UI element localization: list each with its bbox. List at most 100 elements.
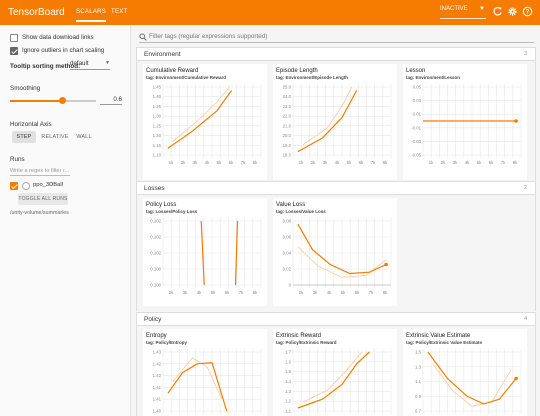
x-tick-label: 1k [429, 160, 434, 165]
svg-text:?: ? [526, 10, 530, 16]
x-tick-label: 5k [211, 290, 216, 295]
chart-title: Value Loss [276, 202, 306, 208]
chart-tag: tag: Losses/Policy Loss [146, 209, 198, 214]
smoothing-slider-thumb[interactable] [58, 97, 66, 104]
x-tick-label: 3k [313, 290, 318, 295]
section-header-environment[interactable]: Environment 3 [136, 47, 536, 61]
y-tick-label: 1.2 [285, 399, 292, 404]
ignore-outliers-label: Ignore outliers in chart scaling [22, 47, 105, 54]
raw-series-line [432, 363, 512, 407]
ignore-outliers-checkbox[interactable] [10, 47, 18, 55]
x-tick-label: 4k [205, 160, 210, 165]
chart-card-extrinsic-value-estimate: Extrinsic Value Estimate tag: Policy/Ext… [403, 329, 527, 416]
chart-card-cumulative-reward: Cumulative Reward tag: Environment/Cumul… [143, 64, 267, 191]
section-count: 2 [523, 185, 527, 191]
x-tick-label: 7k [371, 160, 376, 165]
chart-plot[interactable]: 1.5 1.3 1.1 0.9 0.7 [403, 345, 527, 416]
chart-card-policy-loss: Policy Loss tag: Losses/Policy Loss 0.10… [143, 198, 267, 321]
toggle-all-runs-button[interactable]: TOGGLE ALL RUNS [18, 193, 68, 205]
show-download-links-checkbox[interactable] [10, 34, 18, 42]
x-tick-label: 3k [323, 160, 328, 165]
runs-filter-input[interactable]: Write a regex to filter r... [10, 168, 70, 176]
section-header-policy[interactable]: Policy 4 [136, 312, 536, 326]
y-tick-label: 1.35 [153, 104, 162, 109]
inactive-select-value: INACTIVE [440, 6, 468, 12]
x-tick-label: 2k [311, 160, 316, 165]
horizontal-axis-label: Horizontal Axis [10, 121, 52, 128]
smoothed-series-line [200, 220, 205, 286]
logdir-path: /unity-volume/summaries [10, 210, 69, 216]
y-tick-label: 1.41 [153, 385, 162, 390]
chart-title: Cumulative Reward [146, 68, 199, 74]
y-tick-label: 1.43 [153, 350, 162, 355]
section-title: Policy [144, 316, 162, 323]
refresh-icon[interactable] [492, 6, 503, 17]
y-tick-label: -0.01 [411, 125, 421, 130]
x-tick-label: 3k [453, 160, 458, 165]
x-tick-label: 2k [441, 160, 446, 165]
section-body-environment: Cumulative Reward tag: Environment/Cumul… [136, 61, 536, 191]
x-tick-label: 8k [383, 160, 388, 165]
x-tick-label: 5k [477, 160, 482, 165]
search-icon [139, 33, 147, 41]
chart-card-extrinsic-reward: Extrinsic Reward tag: Policy/Extrinsic R… [273, 329, 397, 416]
x-tick-label: 7k [369, 290, 374, 295]
chart-title: Policy Loss [146, 202, 177, 208]
section-count: 3 [523, 51, 527, 57]
chart-plot[interactable]: 0.08 0.06 0.04 0.02 0 2k 3k 4k 5k 6k 7k 8k [273, 214, 397, 296]
x-tick-label: 8k [253, 160, 258, 165]
y-tick-label: 1.41 [153, 397, 162, 402]
chart-plot[interactable]: 1.7 1.6 1.5 1.4 1.3 1.2 1.1 [273, 345, 397, 416]
tooltip-sorting-value: default [70, 60, 89, 67]
chart-tag: tag: Policy/Extrinsic Value Estimate [406, 340, 483, 345]
help-icon[interactable]: ? [522, 6, 533, 17]
section-header-losses[interactable]: Losses 2 [136, 181, 536, 195]
smoothed-series-line [427, 351, 517, 405]
x-tick-label: 3k [183, 290, 188, 295]
smoothing-value-input[interactable]: 0.6 [100, 96, 122, 105]
chart-tag: tag: Environment/Cumulative Reward [146, 75, 227, 80]
top-app-bar: TensorBoard SCALARS TEXT INACTIVE ▼ ? [0, 0, 540, 25]
axis-step-button[interactable]: STEP [12, 131, 36, 143]
x-tick-label: 7k [239, 290, 244, 295]
y-tick-label: 0.03 [413, 98, 422, 103]
tab-text[interactable]: TEXT [111, 9, 128, 15]
settings-gear-icon[interactable] [507, 6, 518, 17]
raw-series-line [302, 351, 362, 403]
x-tick-label: 3k [193, 160, 198, 165]
chart-tag: tag: Environment/Episode Length [276, 75, 349, 80]
chart-plot[interactable]: 0.102 0.102 0.102 0.100 0.100 2k 3k 4k 5k 6k 7k 8k [143, 214, 267, 296]
last-point-marker [514, 119, 518, 123]
chart-plot[interactable]: 25.0 24.0 23.0 22.0 21.0 20.0 19.0 18.0 1k 2k 3k 4k… [273, 80, 397, 166]
y-tick-label: 1.10 [153, 153, 162, 158]
chart-plot[interactable]: 1.45 1.40 1.35 1.30 1.25 1.20 1.15 1.10 1k 2k 3k 4k… [143, 80, 267, 166]
tab-scalars[interactable]: SCALARS [76, 9, 107, 22]
tooltip-sorting-select[interactable]: default ▼ [70, 60, 110, 70]
axis-relative-button[interactable]: RELATIVE [41, 134, 69, 140]
chart-title: Lesson [406, 68, 426, 74]
chart-card-entropy: Entropy tag: Policy/Entropy 1.43 1.42 1.42… [143, 329, 267, 416]
inactive-plugins-select[interactable]: INACTIVE ▼ [440, 6, 486, 19]
y-tick-label: 0.100 [150, 267, 161, 272]
y-tick-label: 0.9 [415, 394, 422, 399]
smoothing-slider[interactable] [10, 97, 96, 104]
section-body-policy: Entropy tag: Policy/Entropy 1.43 1.42 1.42… [136, 326, 536, 416]
axis-wall-button[interactable]: WALL [76, 134, 92, 140]
last-point-marker [514, 376, 518, 381]
chart-plot[interactable]: 0.05 0.03 0.01 -0.01 -0.03 -0.05 1k 2k 3k 4k 5k 6k 7… [403, 80, 527, 166]
chart-tag: tag: Environment/Lesson [406, 75, 461, 80]
y-tick-label: 1.40 [153, 94, 162, 99]
y-tick-label: 1.4 [285, 379, 292, 384]
raw-series-line [172, 357, 223, 400]
x-tick-label: 5k [347, 160, 352, 165]
chart-card-episode-length: Episode Length tag: Environment/Episode … [273, 64, 397, 191]
y-tick-label: 21.0 [283, 123, 292, 128]
run-color-swatch[interactable] [22, 182, 30, 190]
tag-filter-input[interactable]: Filter tags (regular expressions support… [139, 32, 534, 43]
y-tick-label: 24.0 [283, 94, 292, 99]
chart-tag: tag: Losses/Value Loss [276, 209, 326, 214]
y-tick-label: 23.0 [283, 104, 292, 109]
run-checkbox[interactable] [10, 182, 18, 190]
chart-plot[interactable]: 1.43 1.42 1.42 1.41 1.41 1.40 [143, 345, 267, 416]
last-point-marker [384, 262, 388, 267]
